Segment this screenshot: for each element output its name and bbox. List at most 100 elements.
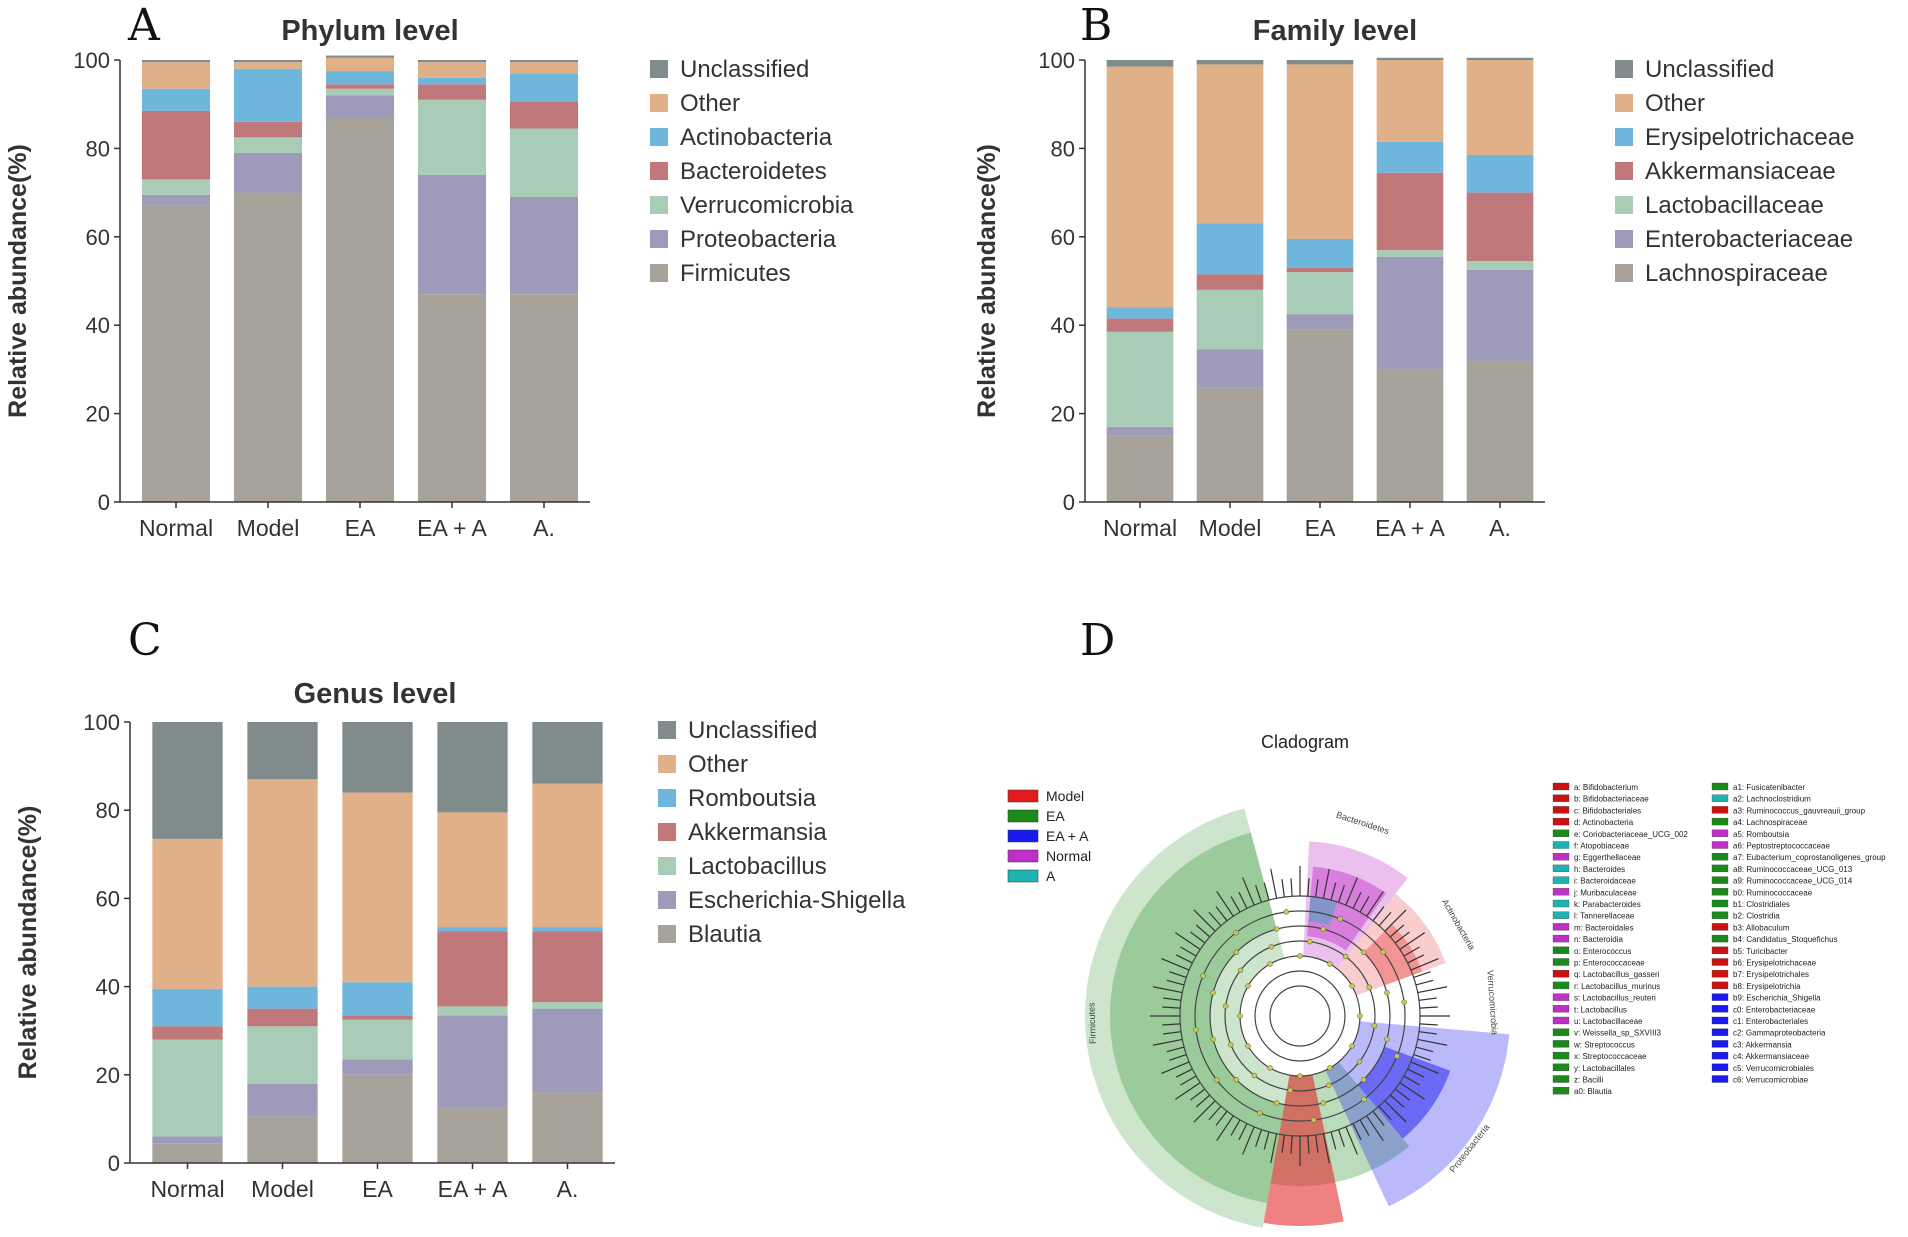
cladogram-legend-label-ea-a: EA + A <box>1046 828 1089 844</box>
taxa-swatch-a6-peptostreptococcaceae <box>1711 841 1729 849</box>
cladogram-node-6 <box>1360 949 1367 956</box>
bar-ea-a-erysipelotrichaceae <box>1376 141 1444 173</box>
cladogram-branch-16 <box>1403 946 1420 957</box>
cladogram-branch-78 <box>1161 958 1190 971</box>
bar-model-proteobacteria <box>233 152 303 193</box>
cladogram-legend-swatch-ea-a <box>1007 829 1039 843</box>
taxa-label-m-bacteroidales: m: Bacteroidales <box>1574 923 1634 932</box>
bar-a-other <box>1466 60 1534 156</box>
cladogram-branch-81 <box>1174 932 1201 950</box>
cladogram-branch-58 <box>1215 1110 1228 1126</box>
taxa-swatch-n-bacteroidia <box>1552 934 1570 943</box>
taxa-label-y-lactobacillales: y: Lactobacillales <box>1574 1064 1635 1073</box>
bar-model-enterobacteriaceae <box>1196 349 1264 388</box>
taxa-swatch-b5-turicibacter <box>1711 946 1729 954</box>
cladogram-node-25 <box>1287 1087 1293 1094</box>
cladogram-branch-40 <box>1359 1119 1370 1136</box>
bar-a-other <box>532 783 603 928</box>
cladogram-branch-52 <box>1263 1131 1270 1150</box>
taxa-label-a5-romboutsia: a5: Romboutsia <box>1733 830 1790 839</box>
cladogram-branch-5 <box>1338 885 1345 903</box>
cladogram-branch-35 <box>1389 1094 1405 1108</box>
cladogram-node-7 <box>1380 949 1387 955</box>
cladogram-branch-14 <box>1394 931 1410 944</box>
cladogram-branch-29 <box>1413 1054 1431 1061</box>
cladogram-branch-32 <box>1403 1075 1420 1086</box>
bar-ea-proteobacteria <box>325 95 395 118</box>
cladogram-ring-4 <box>1209 925 1391 1107</box>
bar-a-blautia <box>532 1092 603 1163</box>
cladogram-branch-2 <box>1315 879 1319 898</box>
taxa-swatch-c2-gammaproteobacteria <box>1711 1028 1729 1036</box>
taxa-swatch-a2-lachnoclostridium <box>1711 794 1729 802</box>
taxa-swatch-b1-clostridiales <box>1711 899 1729 908</box>
taxa-swatch-c6-verrucomicrobiae <box>1711 1075 1729 1083</box>
bar-a-other <box>509 62 579 74</box>
y-tick-60: 60 <box>96 886 120 911</box>
taxa-swatch-k-parabacteroides <box>1552 899 1570 908</box>
taxa-swatch-i-bacteroidaceae <box>1552 876 1570 884</box>
taxa-label-z-bacilli: z: Bacilli <box>1574 1076 1604 1085</box>
bar-a-unclassified <box>509 60 579 63</box>
taxa-label-c-bifidobacteriales: c: Bifidobacteriales <box>1574 806 1641 815</box>
x-tick-model: Model <box>237 515 300 541</box>
bar-a-firmicutes <box>509 294 579 502</box>
bar-ea-a-other <box>437 812 508 928</box>
x-tick-a: A. <box>533 515 555 541</box>
bar-model-escherichia-shigella <box>247 1083 318 1117</box>
cladogram-node-21 <box>1325 1082 1332 1089</box>
legend-swatch-bacteroidetes <box>650 162 668 180</box>
bar-normal-bacteroidetes <box>141 110 211 180</box>
legend-swatch-unclassified <box>1615 60 1633 78</box>
bar-ea-akkermansia <box>342 1015 413 1020</box>
cladogram-node-17 <box>1356 1058 1363 1065</box>
cladogram-branch-66 <box>1161 1061 1190 1074</box>
bar-normal-lactobacillaceae <box>1106 331 1174 427</box>
cladogram-branch-20 <box>1415 979 1434 986</box>
bar-ea-a-proteobacteria <box>417 174 487 295</box>
bar-ea-enterobacteriaceae <box>1286 314 1354 330</box>
cladogram-node-40 <box>1245 983 1251 989</box>
legend-swatch-other <box>658 755 676 773</box>
taxa-label-b5-turicibacter: b5: Turicibacter <box>1733 947 1788 956</box>
panel-label-b: B <box>1080 0 1112 51</box>
bar-model-erysipelotrichaceae <box>1196 223 1264 275</box>
x-tick-ea-a: EA + A <box>1375 515 1445 541</box>
x-tick-ea: EA <box>345 515 376 541</box>
legend-swatch-unclassified <box>650 60 668 78</box>
cladogram-branch-15 <box>1399 932 1426 950</box>
bar-ea-a-lactobacillus <box>437 1006 508 1016</box>
taxa-label-a8-ruminococcaceae-ucg-013: a8: Ruminococcaceae_UCG_013 <box>1733 865 1853 874</box>
taxa-swatch-a0-blautia <box>1552 1087 1570 1095</box>
legend-label-unclassified: Unclassified <box>1645 56 1774 83</box>
taxa-label-c4-akkermansiaceae: c4: Akkermansiaceae <box>1733 1052 1810 1061</box>
cladogram-sector-ea-a-10 <box>1357 1046 1451 1139</box>
cladogram-branch-45 <box>1322 1133 1330 1164</box>
taxa-swatch-r-lactobacillus-murinus <box>1552 981 1570 990</box>
bar-ea-a-unclassified <box>417 60 487 63</box>
bar-model-actinobacteria <box>233 68 303 122</box>
cladogram-sector-model-11 <box>1263 1074 1344 1227</box>
taxa-label-a0-blautia: a0: Blautia <box>1574 1087 1612 1096</box>
cladogram-branch-4 <box>1330 882 1337 901</box>
legend-label-proteobacteria: Proteobacteria <box>680 226 837 253</box>
bar-a-akkermansiaceae <box>1466 192 1534 262</box>
cladogram-node-10 <box>1384 989 1390 996</box>
cladogram-branch-64 <box>1180 1075 1197 1086</box>
bar-ea-other <box>1286 64 1354 240</box>
bar-normal-akkermansiaceae <box>1106 318 1174 332</box>
bar-ea-a-bacteroidetes <box>417 84 487 100</box>
cladogram-node-26 <box>1273 1100 1280 1106</box>
taxa-swatch-b7-erysipelotrichales <box>1711 970 1729 978</box>
cladogram-node-15 <box>1394 1053 1400 1059</box>
bar-a-unclassified <box>1466 57 1534 60</box>
x-tick-ea: EA <box>1305 515 1336 541</box>
bar-normal-lactobacillus <box>152 1039 223 1137</box>
cladogram-taxa-key: a: Bifidobacterium b: Bifidobacteriaceae c… <box>1552 782 1886 1096</box>
taxa-swatch-x-streptococcaceae <box>1552 1051 1570 1060</box>
taxa-label-q-lactobacillus-gasseri: q: Lactobacillus_gasseri <box>1574 970 1660 979</box>
cladogram-branch-73 <box>1162 1006 1181 1009</box>
cladogram-branch-65 <box>1175 1068 1193 1078</box>
cladogram-node-46 <box>1273 926 1280 932</box>
cladogram-node-28 <box>1267 1065 1273 1071</box>
